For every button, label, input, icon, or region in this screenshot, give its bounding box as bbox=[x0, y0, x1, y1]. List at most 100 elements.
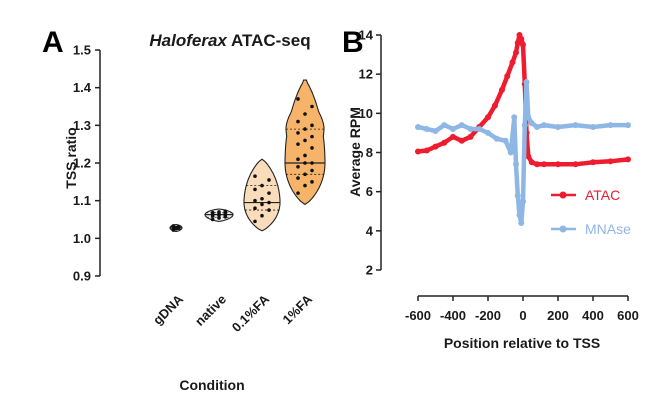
data-point bbox=[296, 131, 300, 135]
data-point bbox=[303, 172, 307, 177]
series-point bbox=[590, 159, 596, 166]
data-point bbox=[296, 164, 300, 169]
data-point bbox=[253, 187, 257, 192]
data-point bbox=[303, 112, 307, 116]
series-point bbox=[516, 212, 523, 219]
series-point bbox=[514, 39, 521, 46]
legend-marker bbox=[559, 225, 567, 233]
y-tick-label: 4 bbox=[366, 223, 374, 238]
violin-chart: Haloferax ATAC-seq TSS ratio Condition 0… bbox=[63, 31, 326, 393]
x-axis-label: Condition bbox=[179, 377, 244, 393]
y-tick-label: 0.9 bbox=[73, 269, 91, 284]
series-point bbox=[450, 126, 456, 132]
data-point bbox=[310, 180, 314, 184]
y-tick-label: 14 bbox=[359, 28, 374, 43]
series-point bbox=[625, 156, 631, 163]
series-point bbox=[458, 137, 465, 144]
x-tick-label: 0.1%FA bbox=[229, 291, 273, 335]
data-point bbox=[310, 104, 314, 109]
series-point bbox=[534, 124, 540, 131]
x-tick-label: 200 bbox=[547, 308, 569, 323]
series-point bbox=[504, 73, 511, 80]
y-tick-label: 1.1 bbox=[73, 193, 91, 208]
data-point bbox=[267, 200, 271, 205]
y-tick-label: 12 bbox=[359, 67, 373, 82]
series-point bbox=[432, 127, 439, 134]
data-point bbox=[260, 213, 264, 218]
data-point bbox=[217, 210, 221, 214]
data-point bbox=[296, 157, 300, 162]
data-point bbox=[267, 178, 271, 182]
panel-letter-b: B bbox=[342, 26, 364, 59]
series-point bbox=[423, 147, 430, 154]
data-point bbox=[253, 206, 257, 210]
series-point bbox=[502, 137, 509, 144]
data-point bbox=[253, 219, 257, 224]
series-point bbox=[607, 158, 614, 165]
data-point bbox=[174, 225, 178, 230]
chart-title: Haloferax ATAC-seq bbox=[149, 31, 310, 50]
data-point bbox=[217, 216, 221, 220]
series-point bbox=[485, 129, 491, 136]
y-tick-label: 10 bbox=[359, 106, 373, 121]
data-point bbox=[303, 138, 307, 143]
y-tick-label: 6 bbox=[366, 184, 373, 199]
data-point bbox=[303, 127, 307, 131]
y-tick-label: 1.5 bbox=[73, 43, 91, 58]
data-point bbox=[176, 224, 181, 229]
y-tick-label: 1.2 bbox=[73, 156, 91, 171]
data-point bbox=[253, 174, 257, 178]
series-point bbox=[520, 41, 526, 48]
data-point bbox=[223, 209, 228, 214]
series-point bbox=[441, 122, 448, 129]
series-point bbox=[541, 122, 547, 129]
x-axis-label: Position relative to TSS bbox=[444, 335, 600, 351]
series-point bbox=[514, 192, 521, 199]
series-point bbox=[590, 124, 596, 131]
series-point bbox=[423, 126, 430, 132]
legend-marker bbox=[559, 191, 567, 199]
series-point bbox=[499, 86, 505, 93]
series-point bbox=[492, 102, 498, 109]
data-point bbox=[303, 183, 307, 188]
series-point bbox=[415, 148, 421, 155]
series-point bbox=[528, 120, 535, 127]
line-chart: Average RPM Position relative to TSS 2 4 6… bbox=[347, 28, 639, 352]
y-axis-label: Average RPM bbox=[347, 107, 363, 197]
data-point bbox=[253, 198, 257, 203]
series-point bbox=[513, 49, 519, 56]
data-point bbox=[310, 146, 314, 150]
series-point bbox=[450, 133, 456, 140]
y-axis-label: TSS ratio bbox=[63, 127, 79, 188]
data-point bbox=[267, 208, 271, 212]
series-point bbox=[493, 135, 500, 142]
panel-letter-a: A bbox=[42, 26, 64, 59]
legend-label: ATAC bbox=[585, 187, 620, 203]
y-tick-label: 2 bbox=[366, 263, 373, 278]
data-point bbox=[310, 134, 314, 139]
series-point bbox=[541, 161, 547, 168]
data-point bbox=[260, 202, 264, 207]
y-tick-label: 8 bbox=[366, 145, 373, 160]
x-tick-label: -400 bbox=[440, 308, 466, 323]
x-tick-label: -200 bbox=[475, 308, 501, 323]
series-point bbox=[607, 122, 614, 129]
x-tick-label: 600 bbox=[617, 308, 639, 323]
series-point bbox=[513, 161, 519, 168]
series-point bbox=[525, 153, 532, 160]
data-point bbox=[267, 191, 271, 195]
data-point bbox=[210, 210, 215, 215]
data-point bbox=[296, 176, 300, 180]
series-point bbox=[520, 198, 526, 205]
violin-body bbox=[243, 158, 281, 232]
data-point bbox=[310, 123, 314, 128]
series-point bbox=[523, 79, 530, 85]
series-point bbox=[625, 122, 631, 129]
series-point bbox=[441, 139, 448, 146]
series-point bbox=[415, 124, 421, 131]
data-point bbox=[303, 153, 307, 158]
series-point bbox=[432, 143, 439, 150]
series-point bbox=[458, 122, 465, 129]
series-point bbox=[518, 35, 525, 42]
data-point bbox=[260, 183, 264, 188]
